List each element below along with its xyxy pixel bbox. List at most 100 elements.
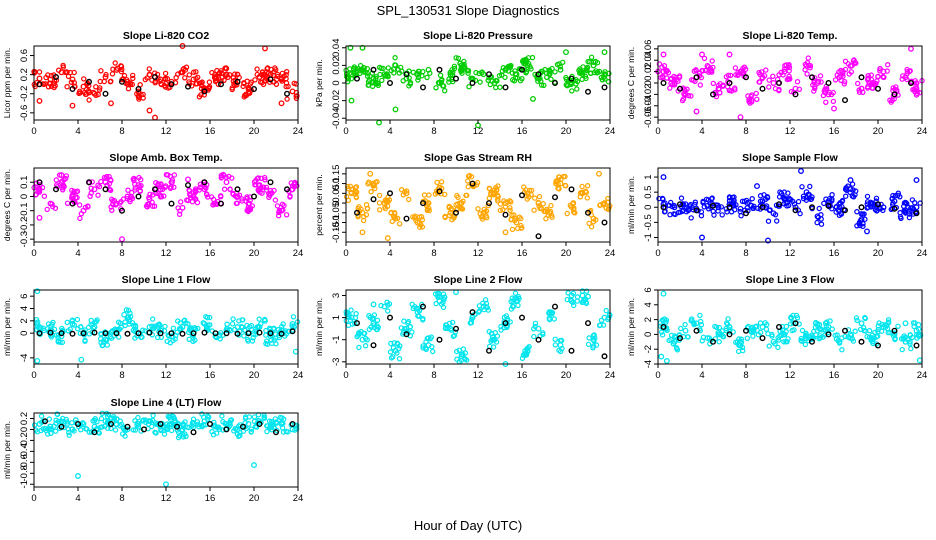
- x-tick-label: 4: [75, 248, 80, 259]
- scatter-point: [221, 186, 228, 192]
- scatter-point: [563, 74, 569, 81]
- scatter-point: [845, 327, 852, 333]
- scatter-point: [454, 348, 460, 355]
- scatter-point: [775, 344, 781, 351]
- reference-point: [124, 423, 131, 430]
- reference-point: [420, 200, 427, 207]
- scatter-point: [803, 335, 810, 342]
- reference-point: [157, 330, 164, 337]
- scatter-point: [590, 336, 597, 343]
- scatter-point: [136, 94, 142, 101]
- scatter-point: [880, 68, 887, 75]
- x-tick-label: 16: [205, 248, 216, 259]
- scatter-point: [579, 292, 586, 299]
- scatter-point: [389, 218, 395, 225]
- y-tick-label: -0.8: [19, 465, 30, 481]
- scatter-point: [109, 71, 116, 77]
- scatter-point: [162, 70, 169, 77]
- scatter-point: [656, 195, 662, 202]
- y-tick-label: -0.06: [643, 106, 654, 128]
- scatter-point: [469, 314, 476, 321]
- reference-point: [875, 201, 882, 208]
- scatter-point: [584, 182, 591, 189]
- scatter-point: [183, 197, 190, 203]
- x-tick-label: 20: [249, 126, 260, 137]
- scatter-point: [220, 427, 226, 433]
- scatter-point: [785, 336, 791, 342]
- scatter-point: [47, 200, 54, 207]
- scatter-point: [187, 192, 194, 198]
- scatter-point: [259, 79, 265, 86]
- scatter-point: [517, 77, 524, 84]
- reference-point: [135, 330, 142, 337]
- scatter-cloud: [657, 312, 924, 355]
- scatter-point: [379, 77, 385, 84]
- scatter-point: [396, 356, 403, 362]
- scatter-point: [749, 195, 755, 202]
- reference-point: [370, 342, 377, 349]
- scatter-point: [880, 207, 886, 214]
- panel-slope-amb-box-temp: Slope Amb. Box Temp. degrees C per min. 0 4…: [2, 152, 303, 259]
- outlier-point: [36, 97, 43, 104]
- scatter-point: [112, 427, 119, 433]
- reference-point: [585, 88, 592, 95]
- reference-points: [660, 320, 920, 349]
- scatter-point: [203, 185, 209, 191]
- scatter-point: [377, 207, 383, 213]
- scatter-point: [135, 182, 142, 189]
- scatter-point: [833, 209, 839, 215]
- scatter-point: [179, 426, 186, 433]
- reference-point: [726, 331, 733, 338]
- scatter-point: [877, 65, 883, 72]
- scatter-point: [671, 338, 678, 345]
- x-tick-label: 24: [293, 493, 304, 504]
- scatter-point: [571, 302, 577, 309]
- x-tick-label: 4: [387, 248, 392, 259]
- scatter-point: [347, 183, 353, 189]
- scatter-point: [590, 345, 596, 351]
- scatter-point: [348, 307, 354, 313]
- scatter-point: [759, 201, 765, 207]
- scatter-point: [546, 310, 552, 316]
- scatter-point: [799, 327, 806, 334]
- scatter-point: [124, 81, 131, 88]
- scatter-point: [155, 322, 161, 328]
- scatter-point: [812, 320, 819, 326]
- scatter-point: [36, 75, 43, 82]
- scatter-point: [49, 321, 55, 328]
- scatter-point: [710, 64, 716, 71]
- scatter-point: [117, 320, 124, 327]
- reference-point: [245, 330, 252, 337]
- scatter-point: [858, 216, 865, 223]
- panel-slope-li-820-pressure: Slope Li-820 Pressure kPa per min. 0 4 8 12 16…: [314, 30, 615, 137]
- scatter-point: [246, 414, 252, 420]
- scatter-point: [791, 327, 797, 333]
- scatter-point: [278, 207, 285, 214]
- scatter-point: [95, 192, 101, 198]
- scatter-point: [410, 305, 416, 312]
- scatter-point: [283, 80, 290, 86]
- scatter-point: [152, 429, 158, 435]
- scatter-point: [190, 193, 197, 200]
- scatter-point: [47, 76, 54, 83]
- scatter-point: [89, 179, 95, 185]
- scatter-point: [168, 421, 175, 427]
- scatter-point: [668, 199, 674, 206]
- outlier-point: [262, 45, 268, 52]
- scatter-point: [593, 342, 600, 348]
- scatter-point: [384, 71, 390, 77]
- scatter-point: [368, 188, 374, 195]
- reference-point: [223, 426, 230, 433]
- scatter-point: [190, 76, 197, 83]
- reference-point: [660, 204, 667, 211]
- reference-point: [267, 179, 274, 186]
- scatter-point: [171, 172, 178, 178]
- reference-point: [354, 75, 361, 82]
- x-tick-label: 24: [293, 248, 304, 259]
- scatter-point: [800, 193, 807, 199]
- y-tick-label: -0.05: [331, 202, 342, 224]
- y-tick-label: -0.2: [19, 86, 30, 102]
- outlier-point: [359, 229, 366, 236]
- x-tick-label: 16: [517, 370, 528, 381]
- scatter-point: [685, 334, 691, 340]
